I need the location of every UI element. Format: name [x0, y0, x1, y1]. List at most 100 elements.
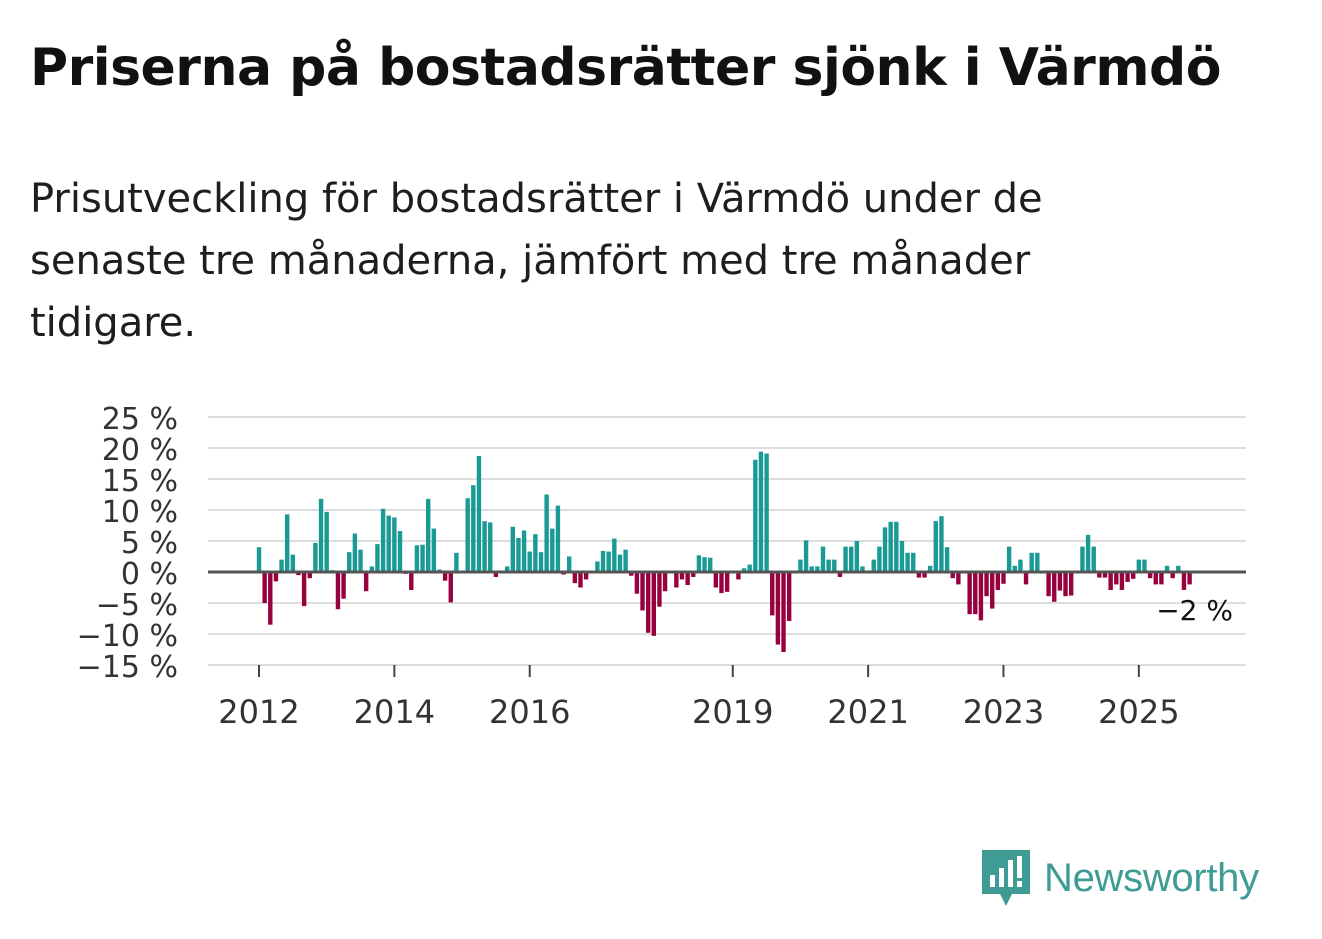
- bar: [1097, 572, 1102, 578]
- bar: [1159, 572, 1164, 585]
- brand-name: Newsworthy: [1044, 855, 1259, 900]
- bar: [392, 517, 397, 572]
- bar: [527, 551, 532, 572]
- bar: [708, 557, 713, 572]
- bar: [1136, 559, 1142, 572]
- bar: [837, 572, 843, 577]
- bar: [1018, 559, 1023, 572]
- bar: [1142, 559, 1147, 572]
- bar: [482, 521, 487, 572]
- bar: [544, 494, 549, 572]
- bar: [905, 552, 910, 572]
- bar: [471, 485, 476, 572]
- bar: [296, 572, 301, 576]
- bar: [753, 459, 758, 572]
- bar: [420, 544, 425, 572]
- bar: [256, 547, 262, 572]
- bar: [741, 568, 747, 572]
- bar: [1006, 546, 1012, 572]
- bar: [454, 552, 459, 572]
- bar: [798, 559, 803, 572]
- labels: 25 %20 %15 %10 %5 %0 %−5 %−10 %−15 % 2012…: [77, 402, 1233, 731]
- bar: [1035, 552, 1040, 572]
- bar: [414, 545, 420, 572]
- x-tick-label: 2012: [218, 693, 299, 731]
- bar: [426, 498, 431, 572]
- bar: [770, 572, 775, 616]
- bar: [572, 572, 578, 584]
- bar: [301, 572, 307, 607]
- bar: [1153, 572, 1158, 585]
- bar: [820, 546, 826, 572]
- bar: [944, 547, 950, 572]
- y-tick-label: 5 %: [121, 526, 178, 561]
- last-value-label: −2 %: [1156, 594, 1233, 627]
- bar: [1114, 572, 1119, 585]
- bar: [431, 528, 437, 572]
- bar: [538, 552, 544, 572]
- bar: [516, 537, 521, 572]
- bar: [442, 572, 448, 581]
- bar: [1001, 572, 1006, 584]
- bar: [662, 572, 668, 592]
- bar: [764, 453, 769, 572]
- x-tick-label: 2023: [963, 693, 1044, 731]
- bar: [696, 555, 702, 572]
- bar: [335, 572, 341, 610]
- bar: [606, 551, 611, 572]
- bar: [397, 531, 403, 572]
- bar: [386, 515, 391, 572]
- y-tick-label: 0 %: [121, 557, 178, 592]
- bar: [347, 552, 352, 572]
- bar: [775, 572, 781, 645]
- bar: [595, 561, 600, 572]
- bar: [533, 534, 538, 572]
- bar: [262, 572, 267, 603]
- x-tick-label: 2019: [692, 693, 773, 731]
- bar: [651, 572, 656, 636]
- bar: [719, 572, 724, 594]
- bar: [1181, 572, 1187, 590]
- bar: [657, 572, 662, 607]
- bar: [352, 533, 358, 572]
- bar: [279, 559, 284, 572]
- bar: [713, 572, 719, 588]
- bar: [1080, 546, 1085, 572]
- bar: [465, 498, 470, 572]
- bar: [786, 572, 792, 621]
- bar: [978, 572, 984, 621]
- bar: [617, 554, 623, 572]
- y-tick-label: −15 %: [77, 650, 178, 685]
- bar: [702, 557, 707, 572]
- y-tick-label: −10 %: [77, 619, 178, 654]
- bar: [747, 564, 752, 572]
- bar: [843, 546, 848, 572]
- bar: [369, 566, 374, 572]
- bar: [674, 572, 679, 588]
- bar: [313, 542, 318, 572]
- bar: [1063, 572, 1068, 597]
- bars: [256, 451, 1192, 652]
- bar: [815, 566, 820, 572]
- gridlines: [208, 416, 1246, 666]
- bar: [691, 572, 696, 577]
- bar: [1187, 572, 1192, 585]
- bar: [307, 572, 312, 579]
- bar: [488, 522, 493, 572]
- bar: [1164, 565, 1170, 572]
- bar: [927, 565, 933, 572]
- x-tick-label: 2021: [827, 693, 908, 731]
- bar: [967, 572, 972, 615]
- bar: [679, 572, 685, 580]
- bar: [995, 572, 1001, 590]
- bar: [380, 508, 386, 572]
- bar: [736, 572, 741, 580]
- bar: [1131, 572, 1136, 579]
- bar: [578, 572, 583, 588]
- bar: [1046, 572, 1051, 597]
- bar: [318, 498, 324, 572]
- bar-chart: 25 %20 %15 %10 %5 %0 %−5 %−10 %−15 % 2012…: [77, 402, 1246, 731]
- bar: [1068, 572, 1074, 596]
- x-tick-label: 2025: [1098, 693, 1179, 731]
- bar: [911, 552, 916, 572]
